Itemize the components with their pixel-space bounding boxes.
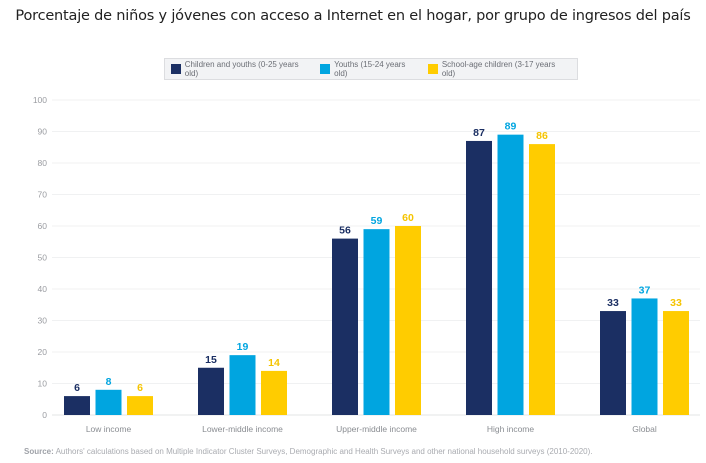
- data-label: 56: [339, 225, 351, 237]
- bar: [631, 298, 658, 415]
- source-text: Authors' calculations based on Multiple …: [53, 447, 593, 456]
- bar: [261, 370, 287, 415]
- data-label: 6: [137, 382, 143, 394]
- bar: [332, 238, 358, 415]
- data-label: 86: [536, 130, 548, 142]
- bar: [497, 134, 524, 415]
- bar: [663, 311, 689, 415]
- y-tick-label: 100: [33, 95, 47, 105]
- x-axis: Low income Lower-middle income Upper-middl…: [86, 424, 657, 434]
- bars: [64, 134, 689, 415]
- bar: [198, 367, 224, 415]
- y-tick-label: 50: [38, 253, 48, 263]
- y-axis: 0 10 20 30 40 50 60 70 80 90 100: [33, 95, 47, 420]
- legend-item-youths: Youths (15-24 years old): [320, 60, 419, 78]
- data-label: 33: [607, 297, 619, 309]
- y-tick-label: 70: [38, 190, 48, 200]
- y-tick-label: 90: [38, 127, 48, 137]
- legend-label: School-age children (3-17 years old): [441, 60, 556, 78]
- bar: [127, 396, 153, 415]
- x-tick-label: Lower-middle income: [202, 424, 283, 434]
- source-note: Source: Authors' calculations based on M…: [24, 447, 593, 456]
- y-tick-label: 10: [38, 379, 48, 389]
- y-tick-label: 60: [38, 221, 48, 231]
- data-label: 60: [402, 212, 414, 224]
- bar: [64, 396, 90, 415]
- source-label: Source:: [24, 447, 54, 456]
- chart-title: Porcentaje de niños y jóvenes con acceso…: [15, 8, 691, 24]
- x-tick-label: High income: [487, 424, 535, 434]
- legend-swatch: [320, 64, 331, 74]
- y-tick-label: 30: [38, 316, 48, 326]
- legend-label: Children and youths (0-25 years old): [184, 60, 299, 78]
- data-label: 19: [237, 341, 249, 353]
- x-tick-label: Low income: [86, 424, 132, 434]
- bar: [229, 355, 256, 415]
- legend-item-school-age: School-age children (3-17 years old): [428, 60, 568, 78]
- data-label: 59: [371, 215, 383, 227]
- data-label: 6: [74, 382, 80, 394]
- legend-swatch: [171, 64, 181, 74]
- bar: [95, 389, 122, 415]
- legend-label: Youths (15-24 years old): [334, 60, 406, 78]
- bar: [363, 229, 390, 415]
- chart-legend: Children and youths (0-25 years old) You…: [164, 58, 578, 80]
- data-label: 87: [473, 127, 485, 139]
- y-tick-label: 0: [42, 410, 47, 420]
- bar: [395, 226, 421, 415]
- x-tick-label: Upper-middle income: [336, 424, 417, 434]
- legend-item-children-youths: Children and youths (0-25 years old): [171, 60, 311, 78]
- bar: [600, 311, 626, 415]
- data-label: 14: [268, 357, 280, 369]
- data-label: 8: [106, 376, 112, 388]
- data-label: 15: [205, 354, 217, 366]
- legend-swatch: [428, 64, 438, 74]
- bar: [529, 144, 555, 415]
- y-tick-label: 40: [38, 284, 48, 294]
- x-tick-label: Global: [632, 424, 657, 434]
- y-tick-label: 20: [38, 347, 48, 357]
- y-tick-label: 80: [38, 158, 48, 168]
- data-label: 89: [505, 121, 517, 133]
- data-label: 37: [639, 284, 651, 296]
- data-label: 33: [670, 297, 682, 309]
- bar: [466, 140, 492, 415]
